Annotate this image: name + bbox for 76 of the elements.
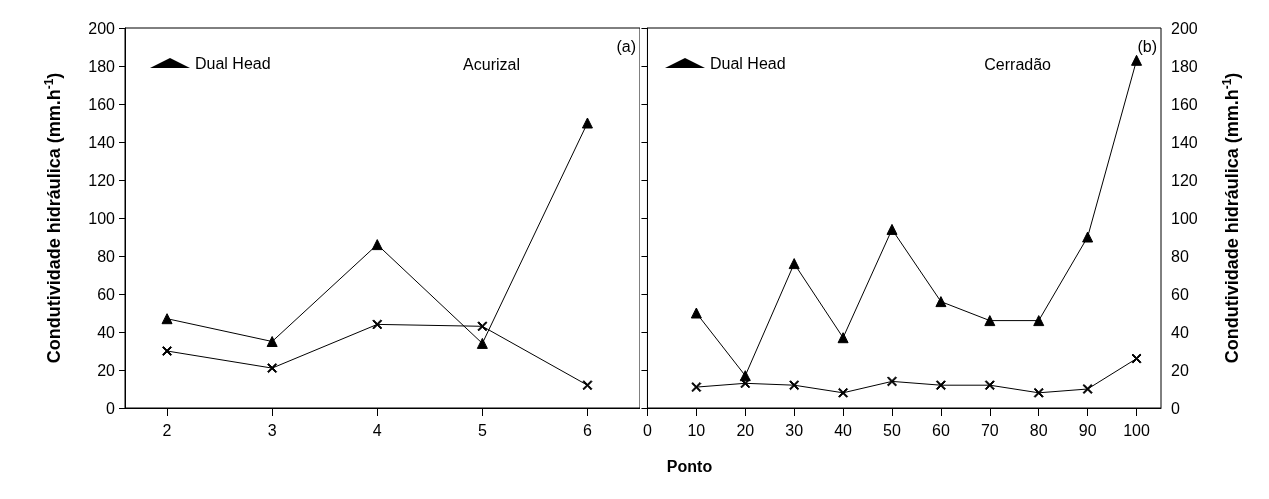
point [162,346,173,356]
x-tick-label: 90 [1078,421,1097,439]
annotation: (a) [616,37,637,55]
point [1033,315,1045,327]
y-tick-label: 0 [1171,399,1180,417]
x-tick-label: 20 [736,421,755,439]
point [887,376,897,387]
point [838,387,849,398]
point [476,337,488,349]
point [1033,387,1044,398]
point [789,380,800,391]
x-tick-label: 0 [643,421,652,439]
x-axis-title: Ponto [665,458,714,476]
y-tick-label: 180 [1171,57,1198,75]
y-axis-title: Condutividade hidráulica (mm.h-1) [42,72,64,364]
y-tick-label: 40 [1171,323,1189,341]
y-tick-label: 80 [97,247,116,265]
y-tick-label: 20 [1171,361,1189,379]
x-tick-label: 6 [583,421,592,439]
x-tick-label: 40 [834,421,853,439]
y-tick-label: 160 [88,95,116,113]
point [161,313,173,325]
annotation: Acurizal [463,55,520,73]
point [581,117,593,129]
x-tick-label: 60 [932,421,950,439]
point [267,363,278,374]
y-tick-label: 120 [88,171,116,189]
x-tick-label: 4 [372,421,382,439]
point [690,307,702,319]
y-tick-label: 40 [97,323,116,341]
point [372,319,383,330]
point [935,296,947,308]
point [788,258,800,270]
annotation: (b) [1137,37,1158,55]
x-tick-label: 3 [267,421,277,439]
y-tick-label: 200 [88,19,116,37]
x-tick-label: 50 [883,421,901,439]
legend-label: Dual Head [710,54,786,72]
point [477,321,488,332]
y-tick-label: 60 [1171,285,1189,303]
point [1082,231,1094,243]
y-tick-label: 20 [97,361,116,379]
point [837,332,849,344]
point [266,336,278,347]
y-tick-label: 160 [1171,95,1198,113]
point [691,382,702,393]
y-axis-title: Condutividade hidráulica (mm.h-1) [1220,72,1242,364]
y-tick-label: 80 [1171,247,1189,265]
y-tick-label: 60 [97,285,116,303]
annotation: Cerradão [984,55,1052,73]
y-tick-label: 120 [1171,171,1198,189]
y-tick-label: 100 [88,209,116,227]
y-tick-label: 140 [88,133,116,151]
x-tick-label: 5 [477,421,487,439]
point [740,378,751,389]
y-tick-label: 0 [106,399,116,417]
x-tick-label: 70 [980,421,999,439]
point [935,380,946,391]
legend-label: Dual Head [195,54,271,72]
point [984,315,996,327]
x-tick-label: 2 [162,421,172,439]
point [1131,353,1142,364]
point [582,380,593,391]
x-tick-label: 30 [785,421,804,439]
y-tick-label: 200 [1171,19,1198,37]
point [886,223,898,235]
point [1131,54,1143,66]
point [984,380,995,391]
y-tick-label: 100 [1171,209,1198,227]
x-tick-label: 80 [1029,421,1048,439]
y-tick-label: 180 [88,57,116,75]
point [1082,384,1093,394]
point [371,239,383,251]
x-tick-label: 10 [687,421,706,439]
x-tick-label: 100 [1123,421,1150,439]
y-tick-label: 140 [1171,133,1198,151]
